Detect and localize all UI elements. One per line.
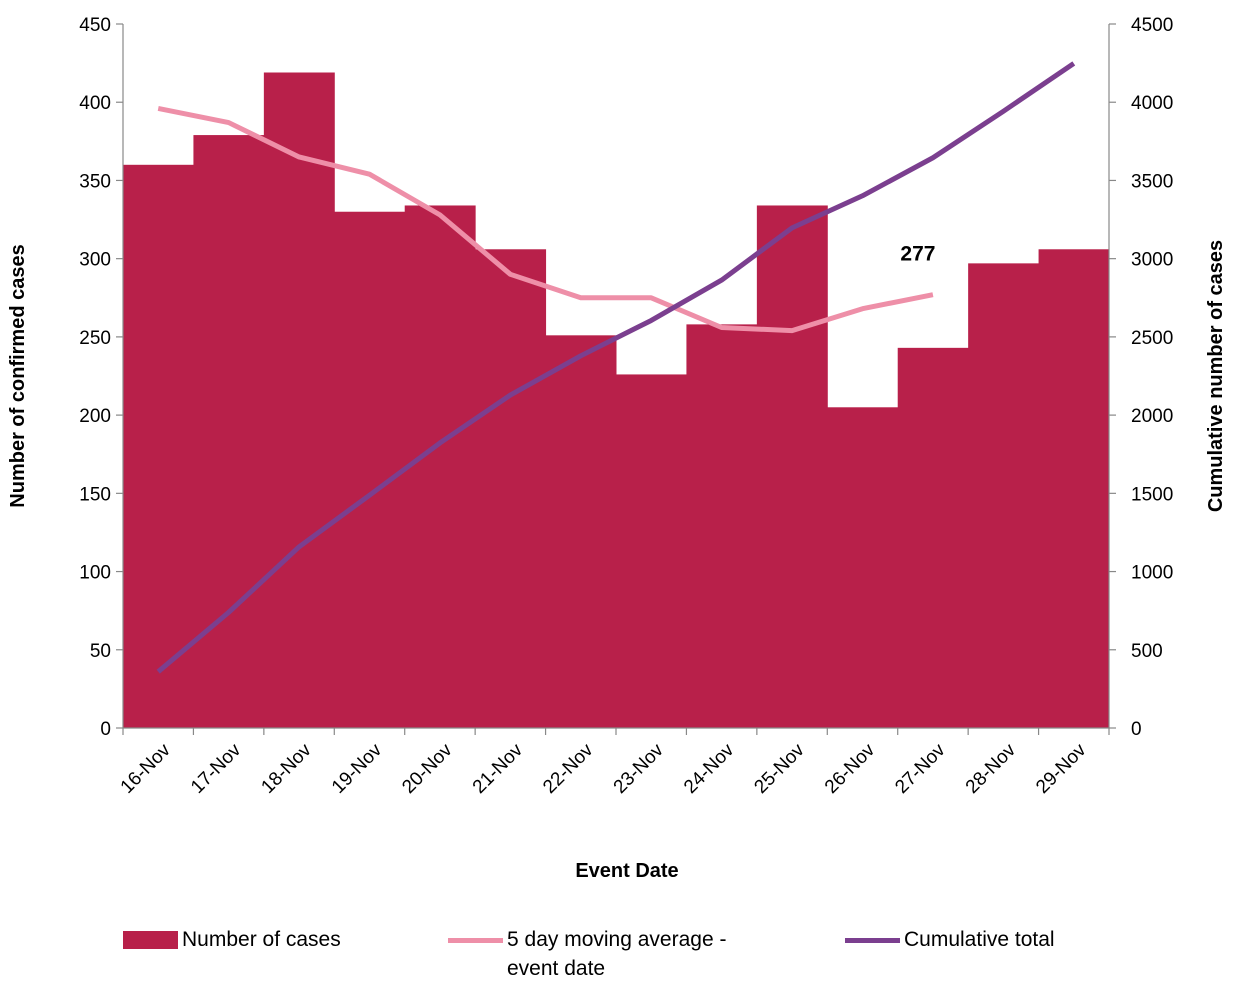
bar xyxy=(968,263,1040,728)
y2-tick-label: 2500 xyxy=(1131,328,1173,349)
legend-item: Number of cases xyxy=(123,928,341,954)
x-tick-label: 23-Nov xyxy=(610,739,669,798)
x-tick-label: 26-Nov xyxy=(821,739,880,798)
bar xyxy=(123,164,194,729)
x-tick-label: 27-Nov xyxy=(891,739,950,798)
legend-swatch xyxy=(845,938,900,943)
y-tick-label: 450 xyxy=(79,15,111,36)
legend-label: 5 day moving average - event date xyxy=(507,928,727,980)
legend-swatch xyxy=(123,931,178,949)
y2-tick-label: 500 xyxy=(1131,641,1163,662)
bar xyxy=(756,205,828,728)
legend-item: 5 day moving average - event date xyxy=(448,928,777,983)
bar xyxy=(263,72,335,728)
bar xyxy=(1038,249,1110,728)
y-tick-label: 250 xyxy=(79,328,111,349)
x-tick-label: 28-Nov xyxy=(962,739,1021,798)
y2-tick-label: 2000 xyxy=(1131,406,1173,427)
y2-tick-label: 3000 xyxy=(1131,250,1173,271)
x-tick-label: 17-Nov xyxy=(187,739,246,798)
y-tick-label: 50 xyxy=(90,641,111,662)
data-label: 277 xyxy=(900,243,935,266)
x-tick-label: 18-Nov xyxy=(257,739,316,798)
x-axis-label: Event Date xyxy=(575,860,678,882)
y-tick-label: 350 xyxy=(79,171,111,192)
y-tick-label: 300 xyxy=(79,250,111,271)
bar xyxy=(616,374,687,728)
x-tick-label: 24-Nov xyxy=(680,739,739,798)
bar xyxy=(545,335,617,728)
bar xyxy=(475,249,547,728)
y2-axis-label: Cumulative number of cases xyxy=(1205,240,1227,512)
x-tick-label: 29-Nov xyxy=(1032,739,1091,798)
y-tick-label: 150 xyxy=(79,484,111,505)
x-tick-label: 19-Nov xyxy=(328,739,387,798)
x-tick-label: 21-Nov xyxy=(469,739,528,798)
y2-tick-label: 1000 xyxy=(1131,563,1173,584)
line-series xyxy=(156,61,1076,674)
x-tick-label: 22-Nov xyxy=(539,739,598,798)
y2-tick-label: 3500 xyxy=(1131,171,1173,192)
bar xyxy=(334,211,406,728)
y2-tick-label: 0 xyxy=(1131,719,1142,740)
y2-tick-label: 4000 xyxy=(1131,93,1173,114)
y2-tick-label: 4500 xyxy=(1131,15,1173,36)
chart: Event Date Number of confirmed cases Cum… xyxy=(7,15,1227,882)
legend-label: Cumulative total xyxy=(904,928,1055,951)
bar xyxy=(193,135,265,728)
y-tick-label: 100 xyxy=(79,563,111,584)
bar xyxy=(827,407,899,728)
y-tick-label: 200 xyxy=(79,406,111,427)
line-series xyxy=(157,106,934,334)
legend-swatch xyxy=(448,938,503,943)
legend-item: Cumulative total xyxy=(845,928,1055,954)
x-tick-label: 16-Nov xyxy=(117,739,176,798)
bar xyxy=(686,324,758,728)
x-tick-label: 20-Nov xyxy=(398,739,457,798)
legend-label: Number of cases xyxy=(182,928,341,951)
y-tick-label: 400 xyxy=(79,93,111,114)
y2-tick-label: 1500 xyxy=(1131,484,1173,505)
bar xyxy=(897,347,969,728)
y-axis-label: Number of confirmed cases xyxy=(7,244,29,507)
bar xyxy=(404,205,476,728)
y-tick-label: 0 xyxy=(100,719,111,740)
x-tick-label: 25-Nov xyxy=(750,739,809,798)
